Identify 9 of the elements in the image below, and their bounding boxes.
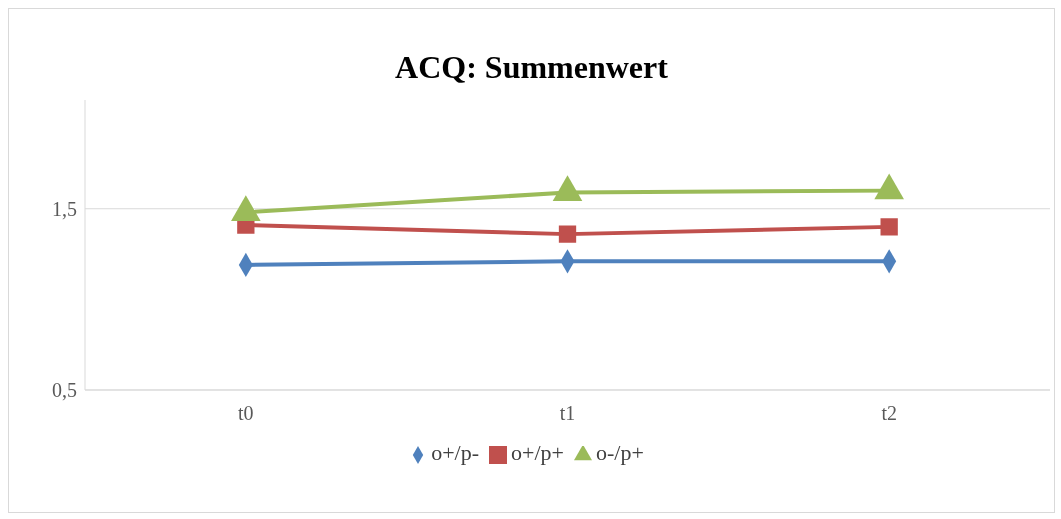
chart-title: ACQ: Summenwert xyxy=(394,49,669,86)
legend-label: o+/p+ xyxy=(511,440,564,465)
x-tick-label: t0 xyxy=(238,402,254,425)
legend-label: o-/p+ xyxy=(595,440,644,465)
y-tick-label: 1,5 xyxy=(52,197,77,220)
legend-label: o+/p- xyxy=(431,440,480,465)
y-tick-label: 0,5 xyxy=(52,379,77,402)
x-tick-label: t2 xyxy=(881,402,897,425)
x-tick-label: t1 xyxy=(559,402,576,425)
